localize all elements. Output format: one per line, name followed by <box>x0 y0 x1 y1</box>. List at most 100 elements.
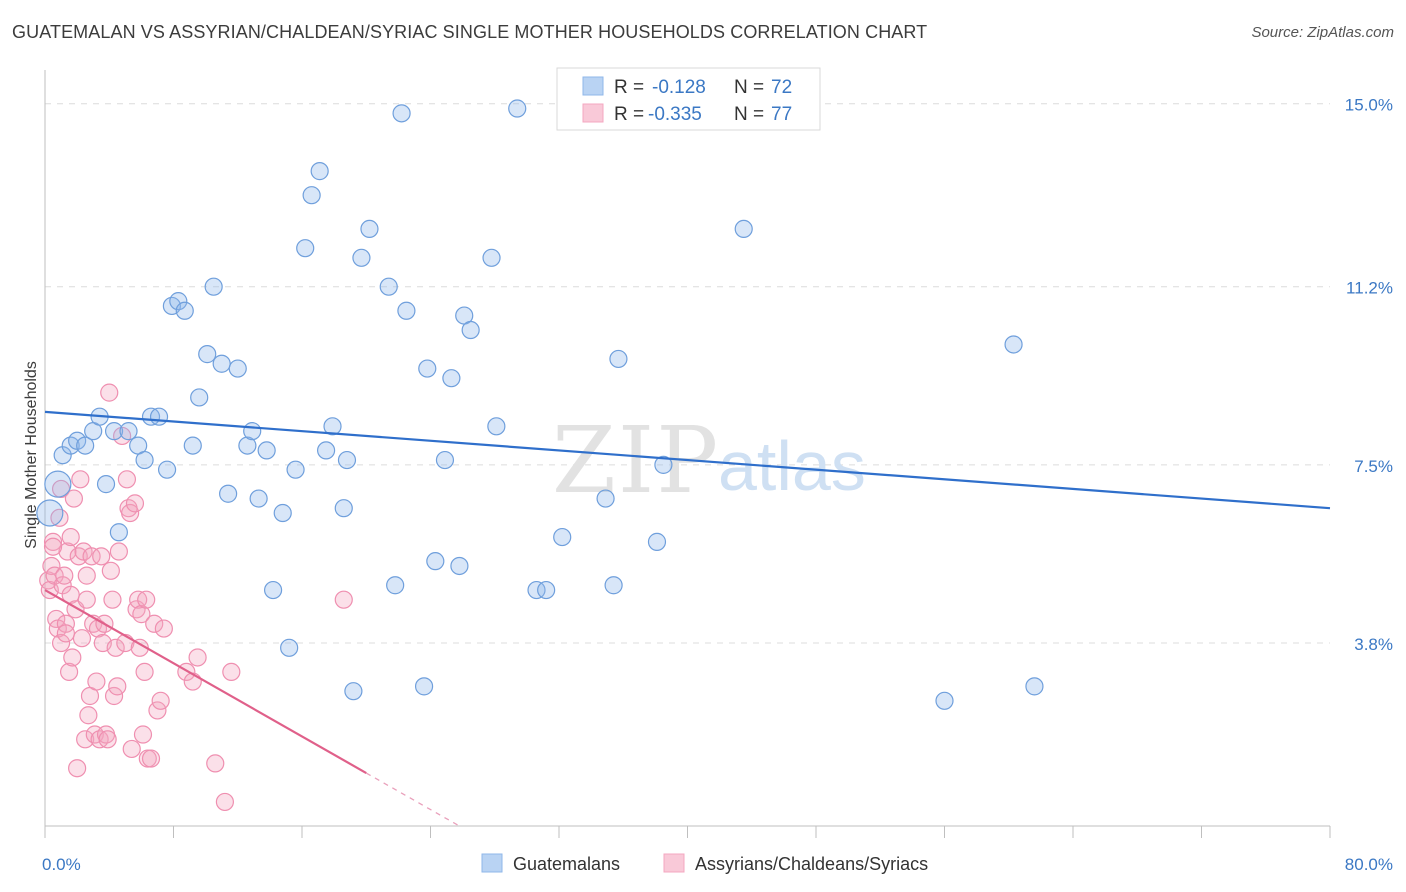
trend-line-assyrians-extension <box>365 772 460 827</box>
point-guatemalans-11 <box>119 422 138 441</box>
point-assyrians-66 <box>154 619 173 638</box>
point-assyrians-52 <box>122 739 141 759</box>
point-guatemalans-24 <box>212 354 231 373</box>
chart-title: GUATEMALAN VS ASSYRIAN/CHALDEAN/SYRIAC S… <box>12 22 928 42</box>
legend: R = -0.128 N = 72 R = -0.335 N = 77 <box>556 67 821 131</box>
point-guatemalans-15 <box>149 407 169 426</box>
point-assyrians-11 <box>55 566 74 585</box>
point-assyrians-76 <box>43 537 63 556</box>
point-guatemalans-43 <box>352 248 371 267</box>
point-guatemalans-29 <box>249 489 268 508</box>
point-guatemalans-56 <box>461 320 480 340</box>
point-guatemalans-36 <box>302 186 321 205</box>
point-guatemalans-48 <box>397 301 416 320</box>
y-tick-label-1: 7.5% <box>1354 457 1393 476</box>
x-tick-labels: 0.0% 80.0% <box>42 855 1393 874</box>
point-assyrians-14 <box>59 662 79 682</box>
point-assyrians-64 <box>148 701 167 720</box>
point-guatemalans-53 <box>442 369 461 388</box>
point-assyrians-22 <box>71 470 90 489</box>
point-assyrians-25 <box>76 730 95 749</box>
legend-n-label-2: N = <box>734 104 764 125</box>
y-axis-label: Single Mother Households <box>23 361 40 549</box>
legend-swatch-guatemalans <box>582 76 604 96</box>
point-guatemalans-27 <box>238 436 257 455</box>
y-tick-labels: 3.8% 7.5% 11.2% 15.0% <box>1345 96 1393 654</box>
point-guatemalans-31 <box>263 580 283 600</box>
point-guatemalans-49 <box>414 677 434 696</box>
point-guatemalans-57 <box>482 248 501 267</box>
point-guatemalans-25 <box>219 484 238 503</box>
point-assyrians-49 <box>117 470 137 489</box>
point-guatemalans-23 <box>204 277 223 296</box>
point-guatemalans-70 <box>1004 335 1023 354</box>
point-assyrians-26 <box>77 590 96 609</box>
point-guatemalans-45 <box>379 277 398 296</box>
point-guatemalans-0 <box>36 499 64 527</box>
point-guatemalans-34 <box>286 460 305 479</box>
point-assyrians-74 <box>56 624 75 643</box>
legend-n-value-1: 72 <box>771 77 792 98</box>
grid-lines <box>45 103 1330 644</box>
point-guatemalans-71 <box>1025 677 1044 696</box>
point-guatemalans-60 <box>527 580 546 600</box>
legend-r-value-2: -0.335 <box>648 104 702 125</box>
point-guatemalans-66 <box>647 532 667 551</box>
point-assyrians-3 <box>43 532 63 551</box>
point-guatemalans-38 <box>316 441 336 460</box>
point-assyrians-18 <box>64 489 84 508</box>
point-guatemalans-46 <box>386 576 405 595</box>
point-assyrians-44 <box>106 638 125 657</box>
bottom-legend-label-guatemalans: Guatemalans <box>513 854 620 874</box>
point-guatemalans-44 <box>360 219 379 239</box>
point-assyrians-27 <box>79 706 98 725</box>
source-credit: Source: ZipAtlas.com <box>1251 24 1394 41</box>
series-assyrians-points <box>39 383 353 812</box>
point-assyrians-40 <box>100 383 119 402</box>
point-assyrians-53 <box>125 494 145 513</box>
point-assyrians-63 <box>145 614 164 633</box>
point-guatemalans-62 <box>553 527 572 547</box>
point-guatemalans-69 <box>935 691 954 710</box>
trend-line-guatemalans <box>44 410 1331 510</box>
point-guatemalans-5 <box>76 436 95 455</box>
axes <box>44 70 1331 838</box>
point-assyrians-9 <box>51 633 71 653</box>
point-assyrians-41 <box>101 561 120 580</box>
point-guatemalans-35 <box>296 239 315 258</box>
point-assyrians-60 <box>137 590 156 609</box>
legend-swatch-assyrians <box>582 103 604 123</box>
point-guatemalans-10 <box>109 523 128 542</box>
point-assyrians-46 <box>109 542 128 561</box>
point-assyrians-23 <box>72 629 92 648</box>
point-assyrians-71 <box>215 792 234 812</box>
point-guatemalans-8 <box>96 475 116 494</box>
point-assyrians-7 <box>50 508 69 527</box>
point-guatemalans-51 <box>426 552 445 571</box>
point-guatemalans-37 <box>310 162 329 181</box>
point-assyrians-29 <box>82 547 101 566</box>
point-assyrians-68 <box>183 672 202 691</box>
bottom-legend: Guatemalans Assyrians/Chaldeans/Syriacs <box>481 853 928 874</box>
point-assyrians-17 <box>63 648 82 667</box>
point-guatemalans-1 <box>44 470 72 498</box>
point-guatemalans-41 <box>337 450 357 470</box>
trend-line-assyrians <box>44 589 367 774</box>
bottom-legend-swatch-guatemalans <box>481 853 503 873</box>
point-assyrians-13 <box>58 542 77 561</box>
point-guatemalans-32 <box>273 503 292 523</box>
point-guatemalans-63 <box>596 489 615 508</box>
point-guatemalans-28 <box>243 422 262 441</box>
legend-r-label-1: R = <box>614 77 644 98</box>
legend-r-label-2: R = <box>614 104 644 125</box>
point-guatemalans-50 <box>418 359 437 378</box>
legend-r-value-1: -0.128 <box>652 77 706 98</box>
point-assyrians-70 <box>206 754 225 773</box>
y-tick-label-2: 11.2% <box>1346 279 1393 298</box>
point-guatemalans-59 <box>508 99 527 118</box>
legend-n-value-2: 77 <box>771 104 792 125</box>
point-guatemalans-18 <box>169 292 188 311</box>
point-assyrians-32 <box>87 672 106 691</box>
y-tick-label-3: 15.0% <box>1345 96 1393 115</box>
